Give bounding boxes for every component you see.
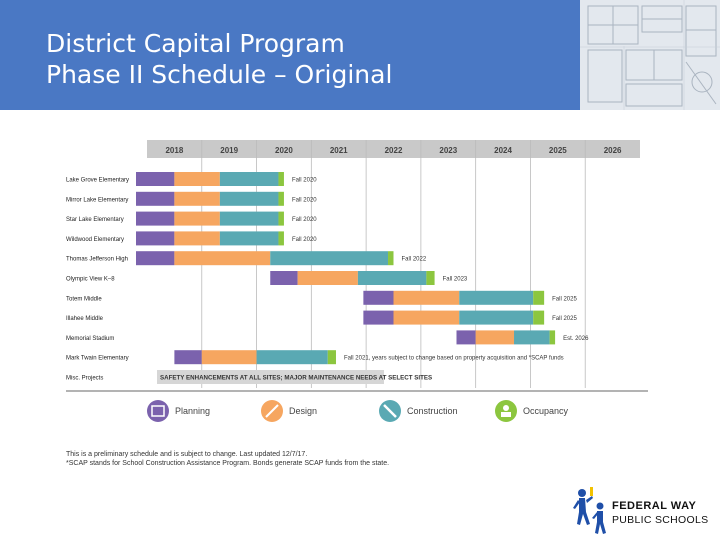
runner-figures-icon xyxy=(573,487,606,534)
bar-construction xyxy=(256,350,328,365)
year-tick-label: 2026 xyxy=(604,146,622,155)
row-label: Thomas Jefferson High xyxy=(66,257,128,263)
completion-note: Fall 2025 xyxy=(552,316,577,322)
bar-design xyxy=(174,231,220,246)
bar-design xyxy=(174,211,220,226)
completion-note: Fall 2020 xyxy=(292,217,317,223)
bar-construction xyxy=(270,251,389,266)
bar-planning xyxy=(136,211,175,226)
year-tick-label: 2021 xyxy=(330,146,348,155)
row-label: Totem Middle xyxy=(66,296,102,302)
bar-construction xyxy=(514,330,550,345)
bar-construction xyxy=(219,211,279,226)
completion-note: Fall 2022 xyxy=(402,257,427,263)
bar-design xyxy=(174,251,271,266)
bar-occupancy xyxy=(533,310,545,325)
blueprint-drawing xyxy=(580,0,720,110)
bar-construction xyxy=(459,310,534,325)
bar-occupancy xyxy=(278,211,284,226)
bar-design xyxy=(393,310,460,325)
year-tick-label: 2019 xyxy=(220,146,238,155)
year-tick-label: 2023 xyxy=(439,146,457,155)
row-label: Wildwood Elementary xyxy=(66,237,124,243)
year-tick-label: 2024 xyxy=(494,146,512,155)
logo-text-line2: PUBLIC SCHOOLS xyxy=(612,514,709,526)
bar-construction xyxy=(459,290,534,305)
legend-label: Occupancy xyxy=(523,406,569,416)
legend-label: Construction xyxy=(407,406,458,416)
row-label: Olympic View K–8 xyxy=(66,277,115,283)
row-label: Lake Grove Elementary xyxy=(66,178,129,184)
page-title-line1: District Capital Program xyxy=(46,29,345,58)
footnote-scap: *SCAP stands for School Construction Ass… xyxy=(66,460,390,467)
page-title-line2: Phase II Schedule – Original xyxy=(46,60,393,89)
legend-label: Design xyxy=(289,406,317,416)
row-label: Memorial Stadium xyxy=(66,336,114,342)
page-title: District Capital Program Phase II Schedu… xyxy=(46,28,392,90)
people-glyph-head xyxy=(503,405,509,411)
year-tick-label: 2025 xyxy=(549,146,567,155)
bar-planning xyxy=(363,310,394,325)
completion-note: Fall 2025 xyxy=(552,296,577,302)
misc-projects-banner xyxy=(157,370,384,384)
year-tick-label: 2022 xyxy=(385,146,403,155)
bar-occupancy xyxy=(549,330,556,345)
bar-occupancy xyxy=(278,231,284,246)
pencil-glyph xyxy=(265,404,279,418)
bar-planning xyxy=(363,290,394,305)
misc-projects-banner-text: SAFETY ENHANCEMENTS AT ALL SITES; MAJOR … xyxy=(160,375,432,382)
bar-construction xyxy=(219,191,279,206)
bar-construction xyxy=(357,271,427,285)
bar-construction xyxy=(219,172,279,186)
bar-planning xyxy=(136,172,175,186)
bar-occupancy xyxy=(533,290,545,305)
bar-design xyxy=(393,290,460,305)
year-axis-band xyxy=(147,140,640,158)
legend-label: Planning xyxy=(175,406,210,416)
bar-planning xyxy=(136,251,175,266)
bar-occupancy xyxy=(426,271,435,285)
district-logo: FEDERAL WAY PUBLIC SCHOOLS xyxy=(570,486,715,536)
year-tick-label: 2018 xyxy=(165,146,183,155)
bar-planning xyxy=(136,191,175,206)
bar-occupancy xyxy=(388,251,394,266)
completion-note: Fall 2020 xyxy=(292,237,317,243)
calendar-icon xyxy=(147,400,169,422)
year-tick-label: 2020 xyxy=(275,146,293,155)
bar-design xyxy=(475,330,515,345)
wrench-glyph xyxy=(383,404,397,418)
completion-note: Fall 2021, years subject to change based… xyxy=(344,356,564,362)
completion-note: Fall 2020 xyxy=(292,197,317,203)
completion-note: Est. 2026 xyxy=(563,336,589,342)
bar-design xyxy=(201,350,257,365)
bar-design xyxy=(297,271,358,285)
people-glyph-body xyxy=(501,412,511,417)
title-banner: District Capital Program Phase II Schedu… xyxy=(0,0,720,110)
completion-note: Fall 2020 xyxy=(292,178,317,184)
row-label: Illahee Middle xyxy=(66,316,104,322)
footnote-preliminary: This is a preliminary schedule and is su… xyxy=(66,451,308,458)
completion-note: Fall 2023 xyxy=(443,277,468,283)
logo-text-line1: FEDERAL WAY xyxy=(612,500,697,512)
row-label: Mark Twain Elementary xyxy=(66,356,129,362)
bar-occupancy xyxy=(278,172,284,186)
bar-planning xyxy=(136,231,175,246)
row-label: Star Lake Elementary xyxy=(66,217,124,223)
bar-construction xyxy=(219,231,279,246)
bar-design xyxy=(174,191,220,206)
calendar-glyph xyxy=(151,405,165,417)
row-label: Misc. Projects xyxy=(66,376,103,382)
bar-occupancy xyxy=(327,350,336,365)
blueprint-image xyxy=(580,0,720,110)
bar-design xyxy=(174,172,220,186)
bar-planning xyxy=(174,350,202,365)
bar-planning xyxy=(270,271,298,285)
row-label: Mirror Lake Elementary xyxy=(66,197,128,203)
bar-planning xyxy=(456,330,476,345)
bar-occupancy xyxy=(278,191,284,206)
